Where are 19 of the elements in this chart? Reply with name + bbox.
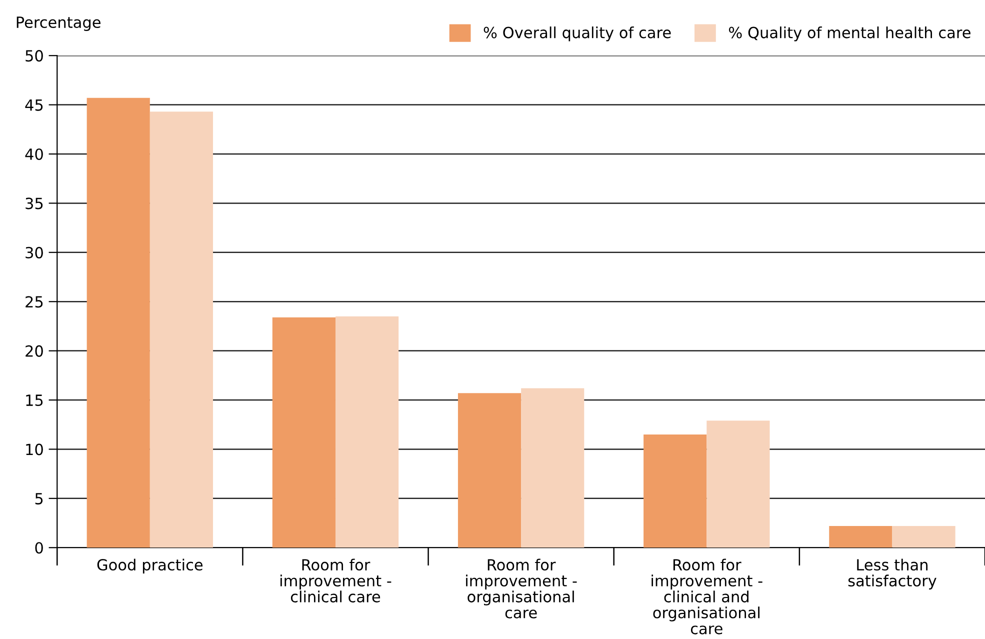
y-tick-label: 20 [26,345,43,357]
x-tick-label: Room for improvement - clinical and organisational care [652,558,762,634]
y-tick-label: 50 [26,50,43,62]
y-tick-label: 25 [26,296,43,308]
y-tick-label: 35 [26,198,43,210]
legend-label: % Quality of mental health care [728,26,970,42]
y-tick-label: 15 [26,394,43,406]
x-tick-label: Less than satisfactory [848,558,936,590]
y-tick-label: 10 [26,444,43,456]
y-axis-title: Percentage [16,16,100,31]
x-tick-label: Room for improvement - clinical care [280,558,392,602]
legend-label: % Overall quality of care [484,26,671,42]
y-tick-label: 5 [35,493,43,504]
x-tick-label: Good practice [97,558,203,574]
y-tick-label: 30 [26,246,43,258]
y-tick-label: 40 [25,148,43,160]
y-tick-label: 0 [35,542,43,554]
x-tick-label: Room for improvement - organisational care [466,558,577,618]
y-tick-label: 45 [25,99,43,111]
